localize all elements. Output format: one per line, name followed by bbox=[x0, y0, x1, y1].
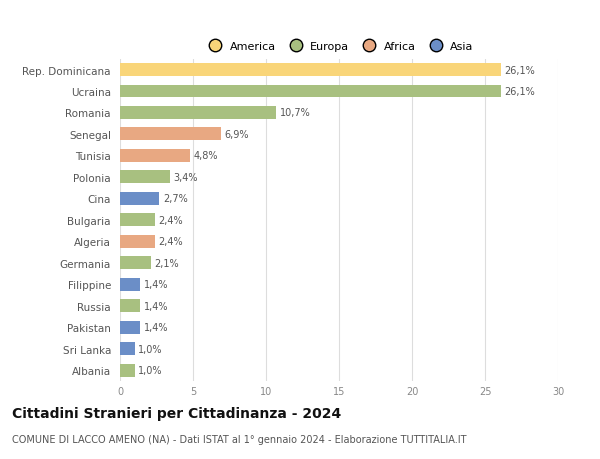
Bar bbox=[120, 214, 155, 227]
Bar bbox=[120, 171, 170, 184]
Bar bbox=[120, 85, 501, 98]
Text: 1,0%: 1,0% bbox=[138, 344, 163, 354]
Text: 2,4%: 2,4% bbox=[158, 215, 184, 225]
Bar bbox=[120, 192, 160, 205]
Text: 6,9%: 6,9% bbox=[224, 129, 249, 140]
Bar bbox=[120, 107, 276, 120]
Text: 3,4%: 3,4% bbox=[173, 173, 198, 183]
Text: 1,0%: 1,0% bbox=[138, 365, 163, 375]
Bar bbox=[120, 150, 190, 162]
Text: COMUNE DI LACCO AMENO (NA) - Dati ISTAT al 1° gennaio 2024 - Elaborazione TUTTIT: COMUNE DI LACCO AMENO (NA) - Dati ISTAT … bbox=[12, 434, 467, 444]
Legend: America, Europa, Africa, Asia: America, Europa, Africa, Asia bbox=[202, 39, 476, 54]
Text: 2,1%: 2,1% bbox=[154, 258, 179, 268]
Text: 1,4%: 1,4% bbox=[144, 280, 169, 290]
Text: 2,4%: 2,4% bbox=[158, 237, 184, 247]
Bar bbox=[120, 235, 155, 248]
Text: 1,4%: 1,4% bbox=[144, 301, 169, 311]
Text: 4,8%: 4,8% bbox=[194, 151, 218, 161]
Text: 26,1%: 26,1% bbox=[505, 87, 535, 97]
Text: 1,4%: 1,4% bbox=[144, 322, 169, 332]
Bar bbox=[120, 128, 221, 141]
Bar bbox=[120, 342, 134, 355]
Text: 2,7%: 2,7% bbox=[163, 194, 188, 204]
Bar bbox=[120, 321, 140, 334]
Bar bbox=[120, 64, 501, 77]
Text: 10,7%: 10,7% bbox=[280, 108, 311, 118]
Bar bbox=[120, 278, 140, 291]
Bar bbox=[120, 364, 134, 377]
Text: Cittadini Stranieri per Cittadinanza - 2024: Cittadini Stranieri per Cittadinanza - 2… bbox=[12, 406, 341, 420]
Bar bbox=[120, 300, 140, 313]
Bar bbox=[120, 257, 151, 269]
Text: 26,1%: 26,1% bbox=[505, 65, 535, 75]
